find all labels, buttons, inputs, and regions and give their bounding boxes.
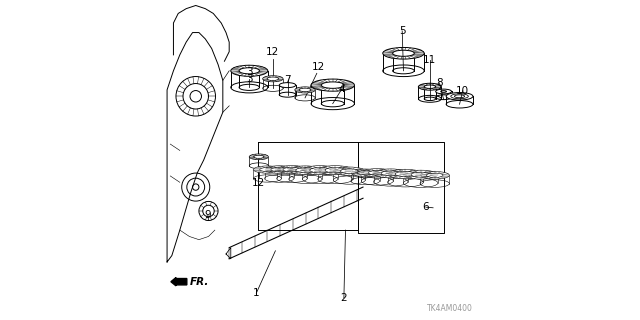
Ellipse shape: [395, 172, 415, 177]
Ellipse shape: [357, 171, 373, 175]
Ellipse shape: [381, 171, 400, 176]
Text: 5: 5: [399, 26, 406, 36]
Ellipse shape: [262, 76, 283, 82]
Ellipse shape: [249, 154, 268, 160]
Text: 4: 4: [339, 84, 345, 94]
Ellipse shape: [351, 169, 380, 176]
Ellipse shape: [333, 167, 365, 175]
Text: 11: 11: [423, 55, 436, 65]
Text: 3: 3: [246, 67, 253, 77]
Ellipse shape: [276, 165, 307, 173]
FancyArrow shape: [171, 277, 187, 286]
Ellipse shape: [393, 50, 414, 56]
Ellipse shape: [239, 68, 259, 74]
Ellipse shape: [289, 166, 322, 174]
Ellipse shape: [403, 170, 438, 179]
Ellipse shape: [420, 172, 449, 179]
Ellipse shape: [271, 167, 287, 172]
Ellipse shape: [253, 155, 264, 158]
Ellipse shape: [419, 83, 442, 90]
Ellipse shape: [231, 65, 268, 76]
Ellipse shape: [260, 168, 275, 172]
Ellipse shape: [340, 169, 358, 173]
Ellipse shape: [311, 79, 355, 91]
Text: 9: 9: [205, 210, 211, 220]
Ellipse shape: [325, 168, 346, 173]
Ellipse shape: [264, 166, 294, 173]
Ellipse shape: [436, 89, 452, 94]
Ellipse shape: [267, 77, 278, 80]
Text: 2: 2: [340, 293, 348, 303]
Ellipse shape: [321, 82, 344, 88]
Ellipse shape: [253, 166, 282, 173]
Ellipse shape: [321, 82, 344, 88]
Ellipse shape: [426, 173, 443, 178]
Ellipse shape: [303, 166, 337, 175]
Ellipse shape: [318, 166, 353, 175]
Text: 1: 1: [253, 288, 260, 298]
Ellipse shape: [424, 85, 436, 88]
Text: 3: 3: [246, 74, 253, 84]
Text: 12: 12: [312, 62, 325, 72]
Text: 12: 12: [266, 47, 280, 57]
Text: 12: 12: [252, 178, 266, 188]
Text: 6: 6: [422, 202, 429, 212]
Ellipse shape: [279, 83, 296, 88]
Text: 10: 10: [456, 85, 469, 96]
Ellipse shape: [374, 169, 408, 178]
Ellipse shape: [393, 50, 414, 56]
Ellipse shape: [300, 88, 311, 92]
Ellipse shape: [383, 47, 424, 59]
Ellipse shape: [283, 167, 301, 172]
Ellipse shape: [310, 168, 330, 173]
Text: FR.: FR.: [189, 277, 209, 287]
Ellipse shape: [388, 169, 423, 179]
Ellipse shape: [362, 169, 394, 177]
Ellipse shape: [446, 92, 473, 100]
Ellipse shape: [369, 171, 387, 175]
Ellipse shape: [424, 85, 436, 88]
Ellipse shape: [239, 68, 259, 74]
Text: 8: 8: [436, 78, 443, 88]
Ellipse shape: [411, 172, 430, 177]
Ellipse shape: [296, 168, 315, 173]
Text: 7: 7: [284, 75, 291, 85]
Ellipse shape: [295, 87, 316, 93]
Text: TK4AM0400: TK4AM0400: [427, 304, 473, 313]
